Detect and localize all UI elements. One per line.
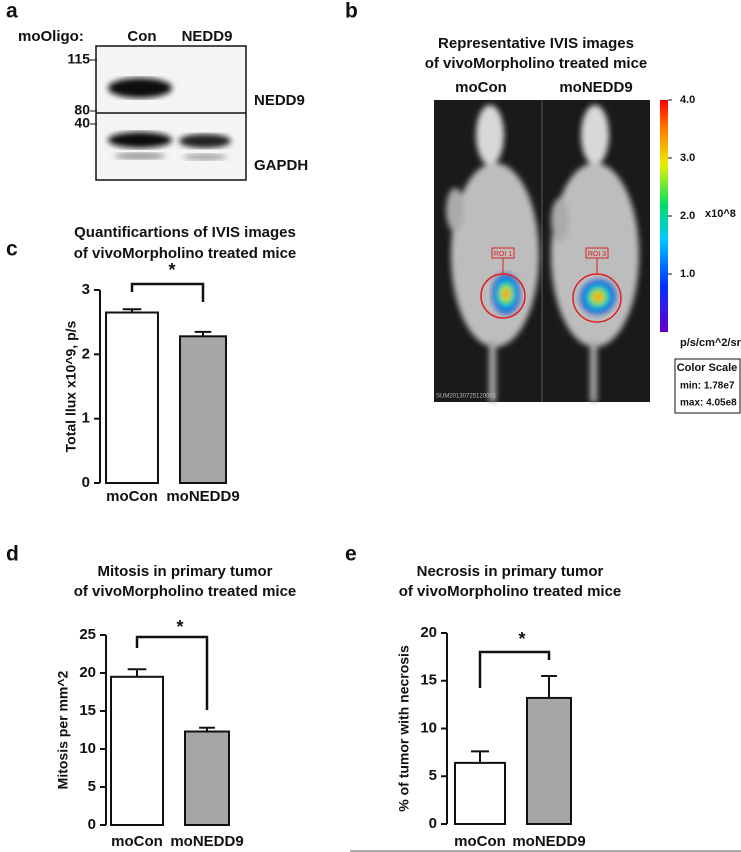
bar-charts: 0 1 2 3 moCon moNEDD9 * Quantificartions of IVI… xyxy=(6,224,621,850)
bar xyxy=(179,335,227,484)
significance-bracket xyxy=(130,282,205,302)
band-label: NEDD9 xyxy=(254,92,305,109)
marker-label: 40 xyxy=(74,115,90,131)
chart-title: of vivoMorpholino treated mice xyxy=(399,583,622,600)
row-label: moOligo: xyxy=(18,28,84,45)
colorbar-tick-label: 4.0 xyxy=(680,94,695,106)
colorbar-multiplier: x10^8 xyxy=(705,208,736,220)
bar xyxy=(454,761,506,826)
y-axis-label: Total llux x10^9, p/s xyxy=(63,320,79,452)
marker-label: 115 xyxy=(67,51,90,67)
blot-band xyxy=(108,78,172,98)
panel-title: of vivoMorpholino treated mice xyxy=(425,55,648,72)
bar xyxy=(184,730,230,827)
colorbar-ticks: 4.0 3.0 2.0 1.0 xyxy=(668,94,695,280)
bar-chart: 0 1 2 3 moCon moNEDD9 * Quantificartions of IVI… xyxy=(6,224,296,505)
bar xyxy=(526,696,572,825)
y-tick-label: 5 xyxy=(88,778,96,795)
y-axis-label: Mitosis per mm^2 xyxy=(55,670,71,789)
panel-letter: d xyxy=(6,543,19,566)
y-axis-label: % of tumor with necrosis xyxy=(396,645,412,812)
y-tick-label: 20 xyxy=(79,664,96,681)
panel-title: Representative IVIS images xyxy=(438,35,634,52)
bar-chart: 0 5 10 15 20 moCon moNEDD9 * Necrosis in primary… xyxy=(345,543,621,850)
chart-title: of vivoMorpholino treated mice xyxy=(74,583,297,600)
significance-label: * xyxy=(176,617,183,637)
signal xyxy=(580,279,616,315)
significance-bracket xyxy=(478,650,551,688)
roi-label: ROI 1 xyxy=(494,251,512,258)
panel-letter: e xyxy=(345,543,357,566)
significance-label: * xyxy=(518,629,525,649)
blot-band xyxy=(108,132,172,148)
y-tick-label: 10 xyxy=(420,719,437,736)
image-stamp: SUM20130725120001 xyxy=(436,394,497,400)
chart-title: of vivoMorpholino treated mice xyxy=(74,245,297,262)
y-tick-label: 10 xyxy=(79,740,96,757)
x-tick-label: moCon xyxy=(111,833,163,850)
colorbar-tick-label: 1.0 xyxy=(680,268,695,280)
scale-min: min: 1.78e7 xyxy=(680,381,735,392)
significance-label: * xyxy=(168,260,175,280)
y-tick-label: 0 xyxy=(429,815,437,832)
roi-box xyxy=(585,247,609,259)
scale-box-title: Color Scale xyxy=(677,362,738,374)
colorbar-tick-label: 3.0 xyxy=(680,152,695,164)
y-tick-label: 0 xyxy=(82,474,90,491)
band-label: GAPDH xyxy=(254,157,308,174)
y-tick-label: 0 xyxy=(88,816,96,833)
panel-b: b Representative IVIS images of vivoMorp… xyxy=(345,0,741,414)
bar xyxy=(110,675,164,826)
blot-band xyxy=(183,154,227,160)
group-label: moCon xyxy=(455,79,507,96)
signal xyxy=(492,274,520,314)
colorbar-tick-label: 2.0 xyxy=(680,210,695,222)
group-label: moNEDD9 xyxy=(559,79,632,96)
y-tick-label: 15 xyxy=(79,702,96,719)
marker-label: 80 xyxy=(74,102,90,118)
blot-band xyxy=(114,153,166,159)
y-tick-label: 15 xyxy=(420,672,437,689)
chart-title: Mitosis in primary tumor xyxy=(97,563,272,580)
panel-letter: b xyxy=(345,0,358,23)
lane-label: Con xyxy=(127,28,156,45)
scale-max: max: 4.05e8 xyxy=(680,398,737,409)
y-tick-label: 20 xyxy=(420,624,437,641)
y-tick-label: 25 xyxy=(79,626,96,643)
bar-chart: 0 5 10 15 20 25 moCon moNEDD9 * Mitosis in primar… xyxy=(6,543,296,850)
significance-bracket xyxy=(135,635,209,710)
x-tick-label: moCon xyxy=(106,488,158,505)
x-tick-label: moCon xyxy=(454,833,506,850)
roi-label: ROI 3 xyxy=(588,251,606,258)
chart-title: Quantificartions of IVIS images xyxy=(74,224,296,241)
panel-a: a moOligo: Con NEDD9 115 80 40 NEDD9 GAP… xyxy=(6,0,308,181)
lane-label: NEDD9 xyxy=(182,28,233,45)
y-tick-label: 5 xyxy=(429,767,437,784)
colorbar-unit: p/s/cm^2/sr xyxy=(680,337,741,349)
panel-letter: a xyxy=(6,0,18,23)
blot-band xyxy=(179,134,231,148)
x-tick-label: moNEDD9 xyxy=(166,488,239,505)
roi-box xyxy=(491,247,515,259)
chart-title: Necrosis in primary tumor xyxy=(417,563,604,580)
panel-letter: c xyxy=(6,238,18,261)
y-tick-label: 1 xyxy=(82,410,90,427)
colorbar xyxy=(660,100,668,332)
x-tick-label: moNEDD9 xyxy=(170,833,243,850)
x-tick-label: moNEDD9 xyxy=(512,833,585,850)
bar xyxy=(105,311,159,484)
y-tick-label: 2 xyxy=(82,345,90,362)
scale-box xyxy=(674,358,741,414)
y-tick-label: 3 xyxy=(82,281,90,298)
